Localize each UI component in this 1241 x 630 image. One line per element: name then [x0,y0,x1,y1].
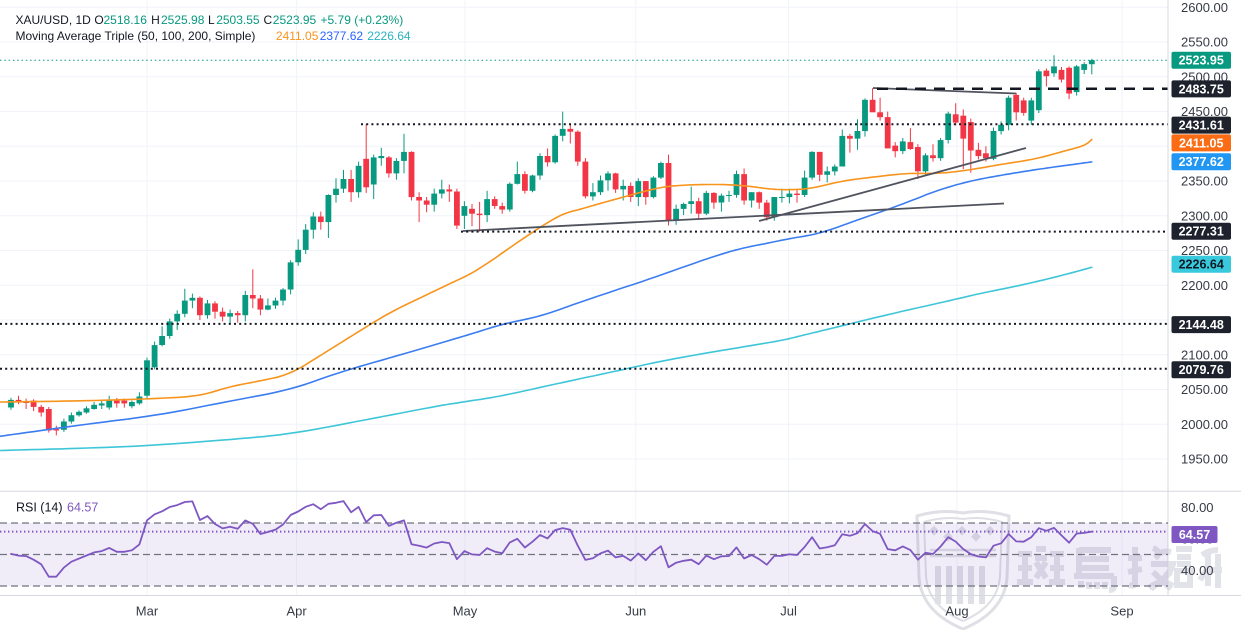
svg-text:80.00: 80.00 [1181,500,1214,515]
svg-text:+5.79 (+0.23%): +5.79 (+0.23%) [321,13,404,27]
svg-text:Apr: Apr [286,604,307,619]
svg-text:C: C [264,13,273,27]
svg-text:64.57: 64.57 [67,501,98,515]
svg-text:L: L [208,13,215,27]
svg-text:2431.61: 2431.61 [1179,119,1224,133]
svg-text:2411.05: 2411.05 [1179,136,1224,150]
svg-text:H: H [151,13,160,27]
svg-text:2525.98: 2525.98 [161,13,205,27]
svg-text:2411.05: 2411.05 [276,29,319,43]
svg-text:2377.62: 2377.62 [320,29,364,43]
svg-text:2277.31: 2277.31 [1179,225,1224,239]
svg-text:2250.00: 2250.00 [1181,243,1228,258]
svg-text:Aug: Aug [945,604,968,619]
svg-text:2100.00: 2100.00 [1181,347,1228,362]
svg-text:Sep: Sep [1110,604,1133,619]
svg-text:40.00: 40.00 [1181,563,1214,578]
svg-text:2600.00: 2600.00 [1181,0,1228,15]
svg-text:2000.00: 2000.00 [1181,417,1228,432]
svg-text:2144.48: 2144.48 [1179,318,1224,332]
svg-text:2300.00: 2300.00 [1181,208,1228,223]
svg-text:Mar: Mar [136,604,159,619]
svg-text:2079.76: 2079.76 [1179,363,1224,377]
svg-text:2523.95: 2523.95 [1179,54,1224,68]
svg-text:2200.00: 2200.00 [1181,278,1228,293]
svg-text:2523.95: 2523.95 [273,13,317,27]
svg-text:2050.00: 2050.00 [1181,382,1228,397]
svg-text:2483.75: 2483.75 [1179,82,1224,96]
svg-text:2350.00: 2350.00 [1181,174,1228,189]
svg-text:Moving Average Triple (50, 100: Moving Average Triple (50, 100, 200, Sim… [16,29,256,43]
svg-text:64.57: 64.57 [1179,528,1210,542]
svg-text:XAU/USD, 1D: XAU/USD, 1D [16,13,92,27]
svg-text:Jul: Jul [780,604,797,619]
svg-text:2226.64: 2226.64 [1179,258,1224,272]
svg-text:O: O [94,13,103,27]
svg-text:RSI (14): RSI (14) [16,501,63,515]
svg-text:2450.00: 2450.00 [1181,104,1228,119]
svg-text:2503.55: 2503.55 [216,13,260,27]
svg-text:Jun: Jun [625,604,646,619]
svg-text:2518.16: 2518.16 [104,13,148,27]
svg-text:1950.00: 1950.00 [1181,452,1228,467]
svg-text:May: May [453,604,478,619]
svg-text:2550.00: 2550.00 [1181,35,1228,50]
svg-text:2377.62: 2377.62 [1179,155,1224,169]
svg-text:2226.64: 2226.64 [367,29,411,43]
